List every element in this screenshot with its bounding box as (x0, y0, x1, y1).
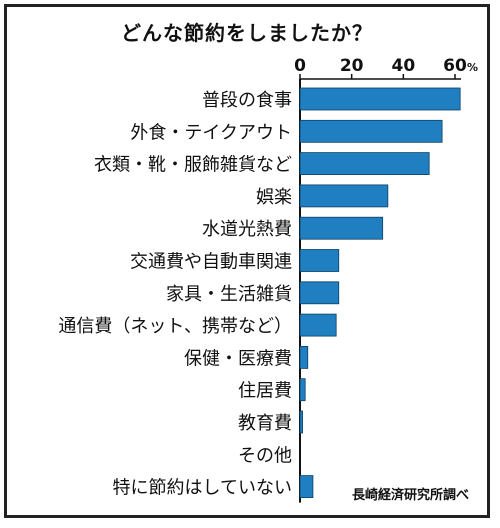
category-label: 娯楽 (256, 187, 292, 208)
bar (299, 152, 430, 176)
category-label: 交通費や自動車関連 (130, 252, 292, 273)
category-label: その他 (238, 445, 292, 466)
bar (299, 345, 309, 369)
bar (299, 249, 340, 272)
bar-chart: 0 20 40 60 % 普段の食事外食・テイクアウト衣類・靴・服飾雑貨など娯楽水道光熱費… (58, 56, 478, 503)
category-label: 衣類・靴・服飾雑貨など (94, 155, 292, 176)
category-label: 水道光熱費 (202, 219, 292, 240)
bar (299, 87, 461, 111)
x-unit-label: % (467, 61, 478, 74)
bar (299, 475, 314, 499)
bar (299, 410, 303, 434)
category-label: 教育費 (238, 413, 292, 434)
category-label: 保健・医療費 (184, 348, 292, 369)
category-label: 外食・テイクアウト (130, 122, 292, 143)
x-tick-label: 40 (391, 56, 415, 76)
x-tick-label: 60 (443, 56, 467, 76)
x-tick-label: 0 (294, 56, 306, 76)
bar (299, 216, 384, 240)
chart-frame: どんな節約をしましたか？ 0 20 40 60% 普段の食事外食・テイクアウト衣類・靴・… (4, 4, 490, 518)
category-label: 普段の食事 (202, 90, 292, 111)
x-tick-label: 20 (340, 56, 364, 76)
category-label: 家具・生活雑貨 (166, 284, 292, 305)
category-label: 住居費 (238, 381, 292, 402)
bar (299, 184, 389, 208)
bar (299, 378, 306, 402)
source-note: 長崎経済研究所調べ (351, 488, 469, 503)
chart-title: どんな節約をしましたか？ (121, 21, 373, 45)
category-label: 通信費（ネット、携帯など） (58, 316, 292, 337)
bar (299, 313, 337, 337)
bar (299, 119, 443, 143)
bar (299, 281, 340, 305)
category-label: 特に節約はしていない (113, 478, 292, 499)
